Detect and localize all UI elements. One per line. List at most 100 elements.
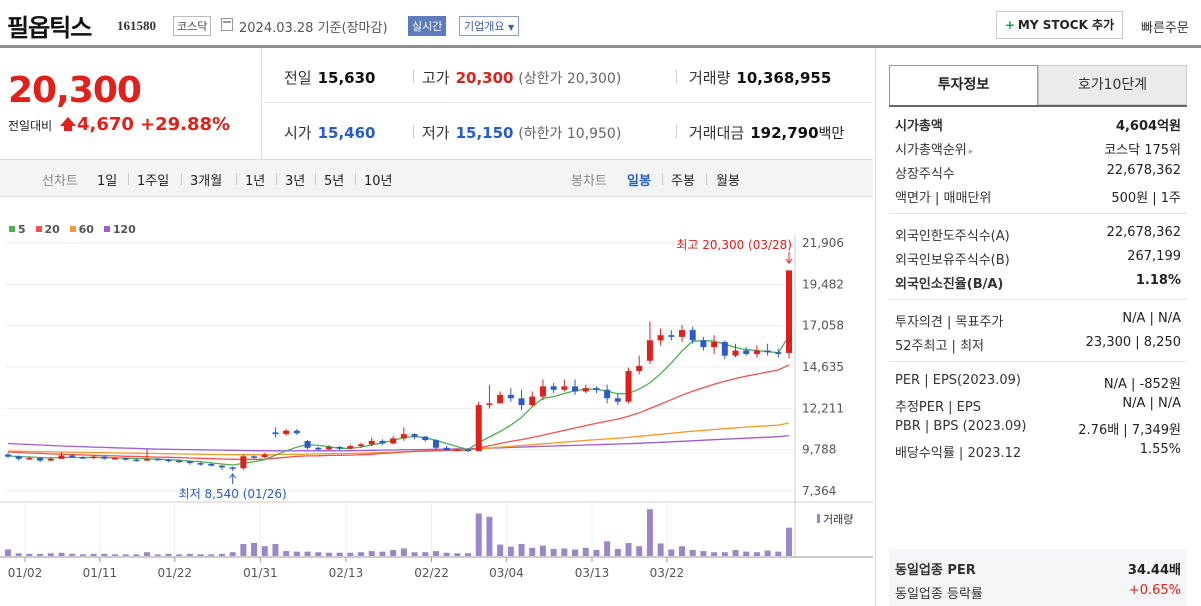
- candle-body: [197, 463, 204, 465]
- current-price: 20,300: [8, 70, 142, 111]
- volume-bar: [689, 550, 696, 556]
- legend-ma120: 120: [103, 223, 136, 236]
- volume-bar: [218, 553, 225, 556]
- x-tick-label: 01/11: [83, 566, 118, 580]
- volume-bar: [293, 551, 300, 556]
- y-tick-label: 9,788: [802, 443, 836, 457]
- candle-body: [325, 446, 332, 450]
- period-10y[interactable]: 10년: [364, 174, 393, 189]
- volume-bar: [550, 548, 557, 556]
- period-1w[interactable]: 1주일: [137, 174, 170, 189]
- candle-body: [58, 455, 65, 459]
- prev-close: 전일 15,630: [284, 69, 376, 87]
- price-change: 4,670: [77, 114, 134, 135]
- info-value: 1.55%: [1139, 442, 1181, 457]
- volume-bar: [197, 554, 204, 556]
- candle-body: [411, 434, 418, 437]
- volume-bar: [79, 554, 86, 556]
- chevron-right-icon[interactable]: ▸: [968, 147, 974, 157]
- peer-per-value: 34.44배: [1127, 563, 1181, 578]
- tab-investment-info[interactable]: 투자정보: [889, 65, 1038, 105]
- candle-body: [711, 342, 718, 348]
- period-1y[interactable]: 1년: [245, 174, 266, 189]
- candle-body: [689, 330, 696, 341]
- candle-body: [47, 458, 54, 461]
- candle-weekly[interactable]: 주봉: [671, 174, 695, 189]
- info-key: 상장주식수: [895, 167, 955, 182]
- candle-chart-label: 봉차트: [571, 174, 607, 189]
- peer-box: 동일업종 PER 34.44배 동일업종 등락률 +0.65%: [889, 549, 1187, 606]
- candle-body: [518, 398, 525, 406]
- peer-rate-label[interactable]: 동일업종 등락률: [895, 587, 983, 602]
- mystock-add-button[interactable]: + MY STOCK 추가: [996, 11, 1123, 39]
- tab-orderbook[interactable]: 호가10단계: [1038, 65, 1187, 105]
- volume-label: 거래량: [823, 513, 853, 526]
- candle-monthly[interactable]: 월봉: [716, 174, 740, 189]
- peer-per-row: 동일업종 PER 34.44배: [895, 557, 1181, 579]
- candle-body: [732, 350, 739, 356]
- info-row: 시가총액순위 ▸ 코스닥 175위: [895, 137, 1181, 159]
- volume-bar: [272, 544, 279, 556]
- peer-rate-row: 동일업종 등락률 +0.65%: [895, 581, 1181, 603]
- volume-bar: [165, 553, 172, 556]
- quick-order-link[interactable]: 빠른주문: [1141, 21, 1189, 36]
- volume-bar: [69, 553, 76, 556]
- candle-body: [443, 447, 450, 451]
- x-tick-label: 03/04: [489, 566, 524, 580]
- up-arrow-icon: [229, 473, 237, 484]
- legend-ma5: 5: [9, 223, 26, 236]
- candle-body: [507, 394, 514, 399]
- info-row: PER | EPS(2023.09) N/A | -852원: [895, 371, 1181, 393]
- info-row: 액면가 | 매매단위 500원 | 1주: [895, 185, 1181, 207]
- volume-bar: [711, 552, 718, 556]
- info-key: 추정PER | EPS: [895, 400, 981, 415]
- volume-bar: [614, 548, 621, 556]
- realtime-button[interactable]: 실시간: [408, 16, 447, 36]
- candle-body: [358, 444, 365, 447]
- high-annotation: 최고 20,300 (03/28): [676, 238, 792, 252]
- volume-bar: [679, 546, 686, 556]
- volume-bar: [101, 553, 108, 556]
- volume-bar: [240, 544, 247, 556]
- candle-body: [154, 458, 161, 461]
- volume-bar: [786, 527, 792, 556]
- info-key: PER | EPS(2023.09): [895, 373, 1021, 388]
- info-row: PBR | BPS (2023.09) 2.76배 | 7,349원: [895, 417, 1181, 439]
- down-arrow-icon: [785, 252, 793, 264]
- info-value: 22,678,362: [1106, 163, 1181, 178]
- company-info-dropdown[interactable]: 기업개요 ▼: [459, 16, 520, 36]
- volume-bar: [422, 552, 429, 556]
- period-1d[interactable]: 1일: [97, 174, 118, 189]
- candle-body: [251, 456, 258, 458]
- volume-bar: [443, 552, 450, 556]
- candle-body: [604, 389, 611, 399]
- info-value: N/A | -852원: [1103, 377, 1181, 392]
- volume-bar: [325, 552, 332, 556]
- candle-daily[interactable]: 일봉: [627, 174, 651, 189]
- info-key: 52주최고 | 최저: [895, 339, 984, 354]
- period-3m[interactable]: 3개월: [190, 174, 223, 189]
- volume-bar: [743, 551, 750, 556]
- candlestick-chart[interactable]: 21,906 19,482 17,058 14,635 12,211 9,788 7,364…: [0, 197, 873, 606]
- candle-body: [79, 457, 86, 459]
- volume-bar: [154, 554, 161, 556]
- candle-body: [486, 403, 493, 406]
- volume: 거래량 10,368,955: [689, 69, 832, 87]
- period-5y[interactable]: 5년: [324, 174, 345, 189]
- volume-bar: [347, 552, 354, 556]
- volume-bar: [657, 543, 664, 556]
- volume-bar: [111, 554, 118, 556]
- volume-bar: [186, 553, 193, 556]
- candle-body: [743, 350, 750, 354]
- period-3y[interactable]: 3년: [285, 174, 306, 189]
- candle-body: [753, 350, 760, 354]
- volume-bar: [572, 549, 579, 556]
- plus-icon: +: [1004, 18, 1015, 32]
- candle-body: [646, 340, 653, 361]
- legend-ma60: 60: [69, 223, 94, 236]
- candle-body: [572, 386, 579, 392]
- y-tick-label: 21,906: [802, 236, 844, 250]
- candle-body: [90, 456, 97, 459]
- candle-body: [26, 457, 33, 460]
- volume-bar: [636, 546, 643, 556]
